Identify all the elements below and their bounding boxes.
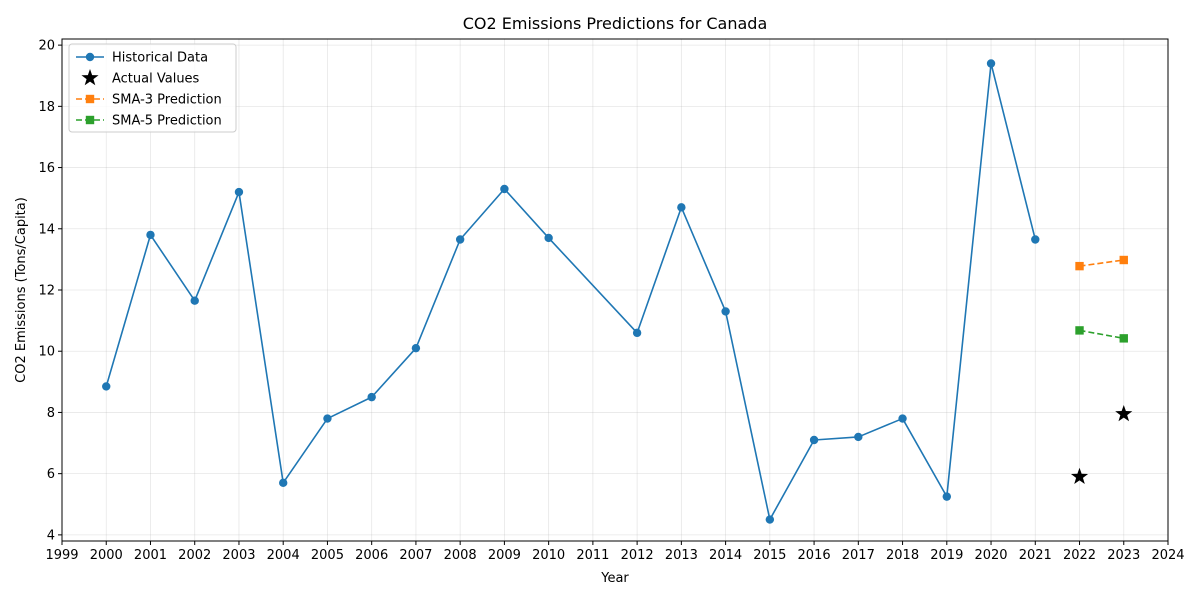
series-line [1079,329,1124,340]
series-0 [102,59,1040,524]
legend-label: Actual Values [112,72,200,87]
data-point [1075,326,1084,335]
x-tick-label: 2024 [1151,548,1184,563]
y-tick-label: 4 [47,528,55,543]
data-point [146,230,155,240]
x-tick-label: 2014 [709,548,742,563]
y-tick-label: 10 [38,345,55,360]
data-point [500,184,509,194]
legend-item: Historical Data [76,51,208,66]
data-point [765,515,775,524]
y-tick-label: 14 [38,222,55,237]
x-tick-label: 2004 [267,548,300,563]
legend-marker [85,94,95,104]
data-point [411,343,421,353]
series-layer [102,59,1133,524]
x-tick-label: 2016 [798,548,831,563]
legend-item: SMA-3 Prediction [76,93,222,108]
x-tick-label: 2013 [665,548,698,563]
y-axis-label: CO2 Emissions (Tons/Capita) [14,197,29,383]
x-tick-label: 2007 [399,548,432,563]
data-point [190,296,199,305]
grid [61,39,1169,541]
legend-item: Actual Values [81,69,200,87]
data-point [323,414,332,423]
y-tick-label: 8 [47,406,55,421]
x-tick-label: 2015 [753,548,786,563]
x-tick-label: 2011 [576,548,609,563]
x-axis: 1999 2000 2001 2002 2003 2004 2005 2006 2007 2008… [45,541,1185,563]
data-point [367,392,376,402]
x-tick-label: 2017 [842,548,875,563]
legend-marker [85,52,95,62]
data-point [234,187,244,197]
data-point [721,307,730,316]
data-point [1119,255,1128,265]
x-tick-label: 2022 [1063,548,1096,563]
data-point [544,233,553,243]
x-axis-label: Year [600,571,629,586]
x-tick-label: 2006 [355,548,388,563]
data-point [986,59,996,68]
x-tick-label: 2012 [621,548,654,563]
y-tick-label: 16 [38,161,55,176]
data-point [279,478,288,488]
data-point [677,203,686,212]
x-tick-label: 2008 [444,548,477,563]
series-line [1079,259,1124,267]
data-point [102,382,111,391]
x-tick-label: 2020 [974,548,1007,563]
x-tick-label: 2023 [1107,548,1140,563]
legend-label: Historical Data [112,51,208,66]
x-tick-label: 2000 [90,548,123,563]
series-2 [1075,255,1128,271]
y-tick-label: 6 [47,467,55,482]
x-tick-label: 2019 [930,548,963,563]
legend: Historical Data Actual Values SMA-3 Predic… [68,43,237,133]
data-point [854,432,863,442]
data-point [898,414,907,423]
data-point [1070,467,1089,484]
data-point [1115,404,1133,422]
x-tick-label: 2010 [532,548,565,563]
legend-marker [81,69,99,86]
x-tick-label: 2005 [311,548,344,563]
chart-title: CO2 Emissions Predictions for Canada [463,14,768,33]
series-1 [1070,404,1133,484]
data-point [1031,235,1040,244]
y-tick-label: 12 [38,284,55,299]
legend-label: SMA-5 Prediction [112,114,222,129]
x-tick-label: 2001 [134,548,167,563]
legend-item: SMA-5 Prediction [76,114,222,129]
legend-marker [85,115,95,125]
series-line [105,62,1037,521]
legend-box [68,43,237,133]
x-tick-label: 2021 [1019,548,1052,563]
data-point [455,235,465,244]
y-axis: 4 6 8 10 12 14 16 18 20 [38,39,62,543]
x-tick-label: 2002 [178,548,211,563]
series-3 [1075,326,1128,343]
data-point [809,435,819,445]
y-tick-label: 18 [38,100,55,115]
legend-label: SMA-3 Prediction [112,93,222,108]
x-tick-label: 2018 [886,548,919,563]
data-point [1119,334,1128,343]
x-tick-label: 2009 [488,548,521,563]
x-tick-label: 2003 [222,548,255,563]
y-tick-label: 20 [38,39,55,54]
data-point [632,328,642,338]
x-tick-label: 1999 [45,548,78,563]
data-point [942,492,951,501]
data-point [1075,261,1084,271]
